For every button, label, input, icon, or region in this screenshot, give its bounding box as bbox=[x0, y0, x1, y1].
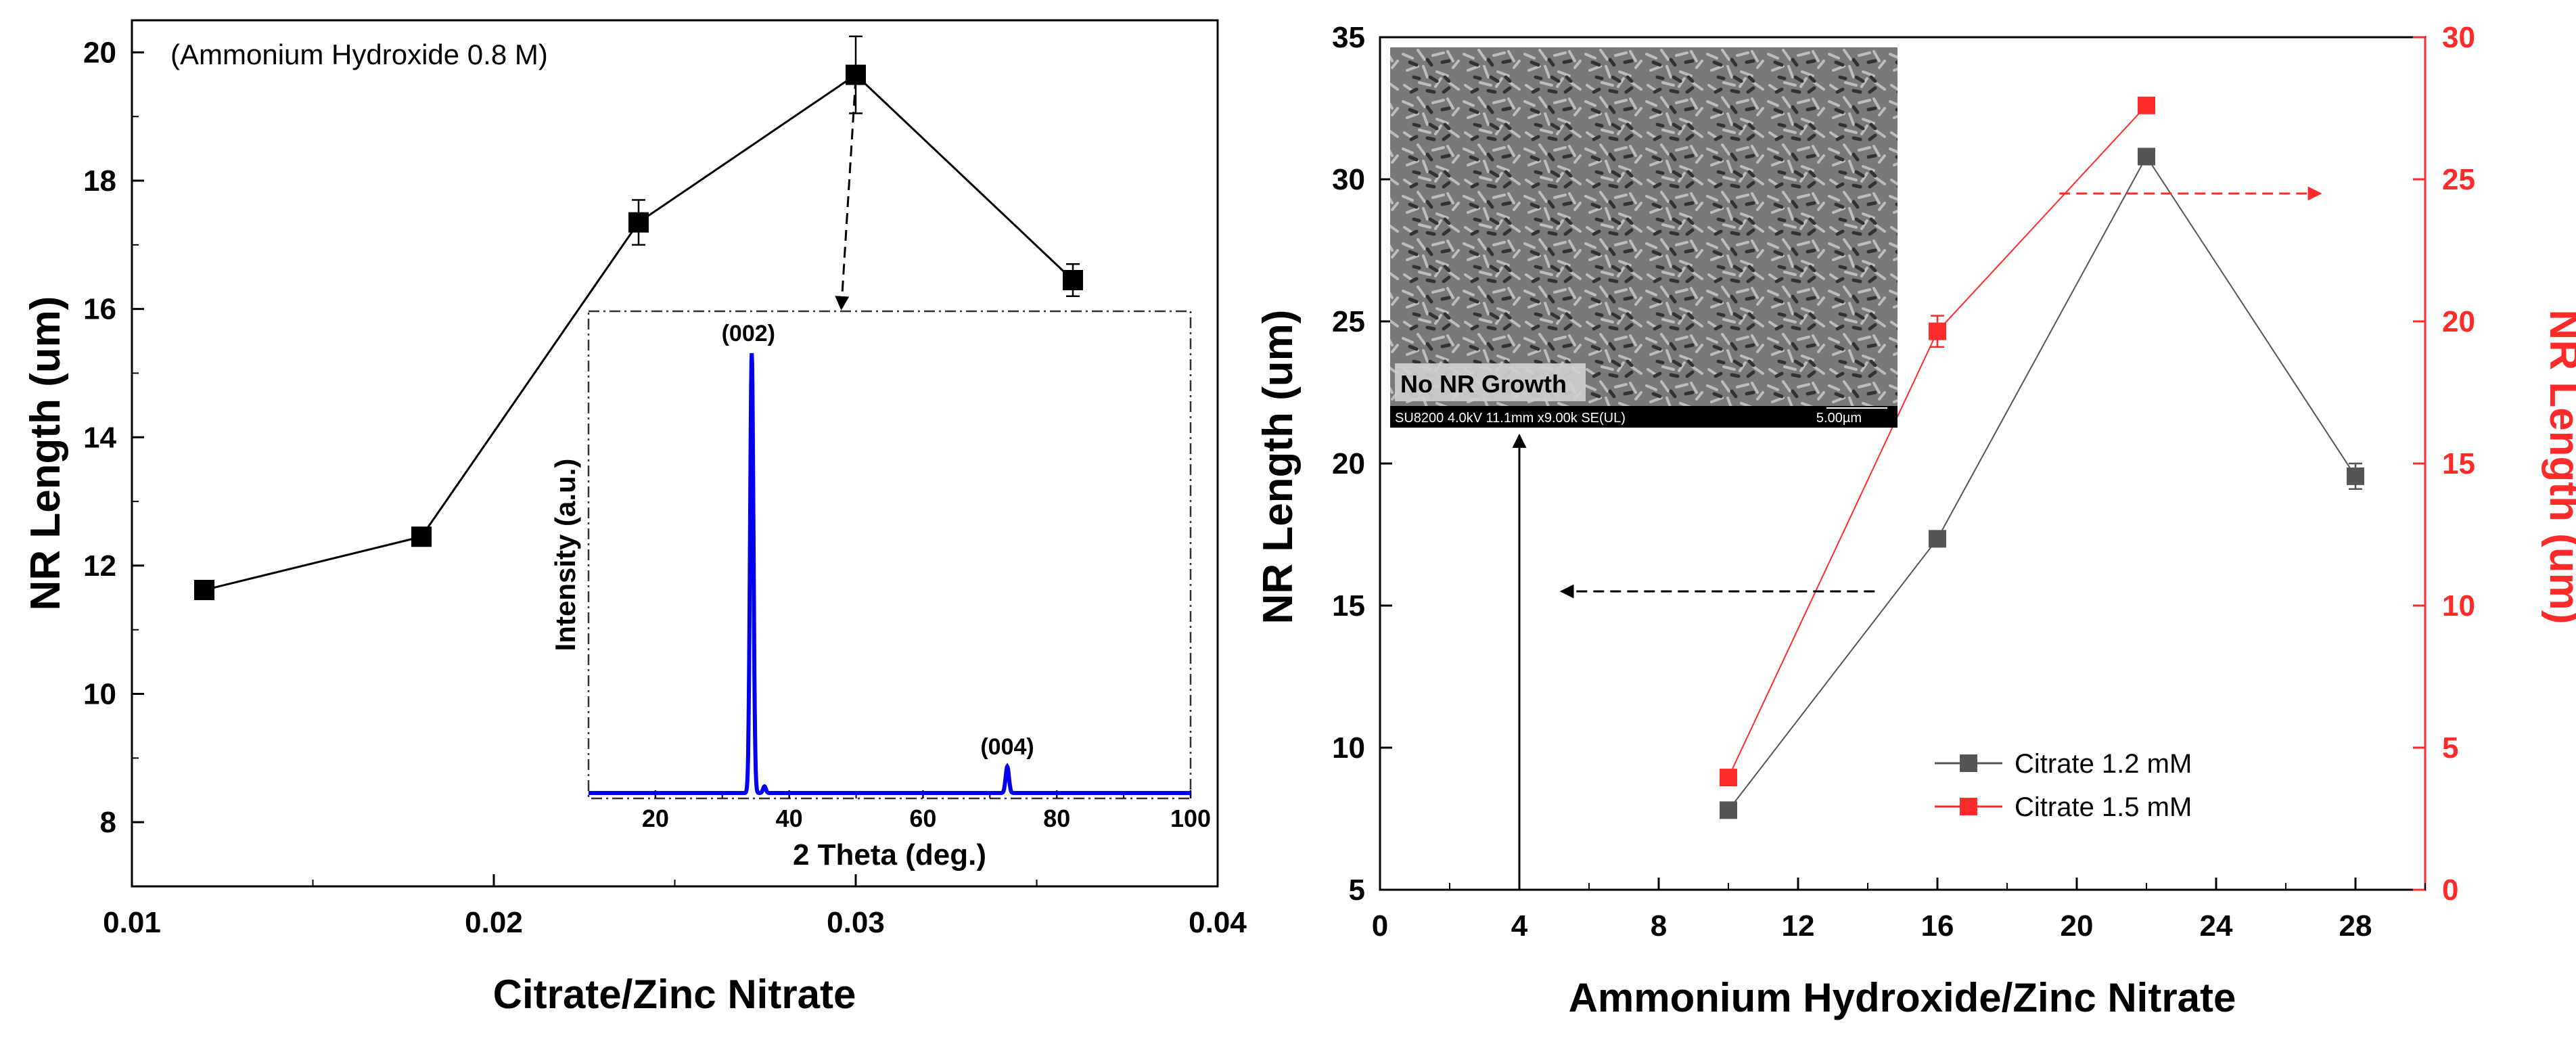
xrd-x-tick-label: 40 bbox=[776, 805, 803, 832]
right-x-tick-label: 16 bbox=[1921, 909, 1954, 943]
right-y2-tick-label: 20 bbox=[2442, 305, 2475, 338]
right-y-tick-label: 30 bbox=[1332, 163, 1365, 196]
xrd-x-tick-label: 60 bbox=[909, 805, 936, 832]
legend-label-citrate-1-5: Citrate 1.5 mM bbox=[2015, 792, 2192, 822]
right-data-point-1 bbox=[1929, 322, 1946, 340]
left-data-point bbox=[194, 579, 214, 600]
sem-label: No NR Growth bbox=[1400, 370, 1567, 398]
right-data-point-1 bbox=[2138, 96, 2155, 114]
left-data-point bbox=[1063, 270, 1083, 290]
right-y-axis-label: NR Length (um) bbox=[1255, 310, 1302, 625]
xrd-x-tick-label: 80 bbox=[1043, 805, 1070, 832]
xrd-peak-label: (004) bbox=[980, 734, 1034, 760]
xrd-x-tick-label: 100 bbox=[1170, 805, 1211, 832]
right-x-tick-label: 20 bbox=[2061, 909, 2094, 943]
left-y-tick-label: 20 bbox=[83, 36, 116, 69]
sem-label-box bbox=[1395, 363, 1586, 401]
right-y-ticks: 5 10 15 20 25 30 35 bbox=[1332, 21, 1392, 907]
left-y-tick-label: 14 bbox=[83, 421, 116, 454]
legend-item-citrate-1-2: Citrate 1.2 mM bbox=[1935, 749, 2192, 779]
left-dashed-arrow bbox=[835, 78, 857, 311]
xrd-inset-x-ticks: 20 40 60 80 100 bbox=[642, 790, 1211, 832]
right-y2-tick-label: 5 bbox=[2442, 731, 2458, 765]
legend-item-citrate-1-5: Citrate 1.5 mM bbox=[1935, 792, 2192, 822]
left-x-tick-label: 0.01 bbox=[103, 906, 161, 939]
xrd-inset-y-label: Intensity (a.u.) bbox=[549, 459, 581, 652]
xrd-inset: 20 40 60 80 100 (002)(004) Intensity (a.u.) … bbox=[549, 310, 1211, 871]
right-x-tick-label: 12 bbox=[1782, 909, 1815, 943]
right-y-tick-label: 10 bbox=[1332, 731, 1365, 765]
right-y2-tick-label: 15 bbox=[2442, 447, 2475, 480]
right-y-tick-label: 20 bbox=[1332, 447, 1365, 480]
right-data-point-0 bbox=[2138, 148, 2155, 166]
left-data-point bbox=[628, 212, 649, 233]
left-x-tick-label: 0.04 bbox=[1189, 906, 1247, 939]
left-x-ticks: 0.01 0.02 0.03 0.04 bbox=[103, 874, 1247, 939]
right-y2-ticks: 0 5 10 15 20 25 30 bbox=[2413, 21, 2475, 907]
right-x-tick-label: 28 bbox=[2339, 909, 2372, 943]
sem-scale: 5.00µm bbox=[1816, 411, 1862, 426]
right-data-point-0 bbox=[1929, 530, 1946, 548]
left-series bbox=[194, 35, 1083, 600]
xrd-inset-frame bbox=[587, 310, 1192, 800]
legend: Citrate 1.2 mM Citrate 1.5 mM bbox=[1935, 749, 2192, 822]
sem-inset: No NR Growth SU8200 4.0kV 11.1mm x9.00k … bbox=[1390, 47, 1898, 428]
right-x-tick-label: 4 bbox=[1511, 909, 1528, 943]
right-y2-tick-label: 0 bbox=[2442, 874, 2458, 907]
sem-caption: SU8200 4.0kV 11.1mm x9.00k SE(UL) bbox=[1395, 411, 1626, 426]
left-y-tick-label: 10 bbox=[83, 678, 116, 711]
right-x-tick-label: 24 bbox=[2200, 909, 2233, 943]
right-data-point-0 bbox=[2347, 467, 2364, 485]
right-series bbox=[1720, 96, 2364, 819]
left-y-tick-label: 12 bbox=[83, 549, 116, 583]
left-x-axis-label: Citrate/Zinc Nitrate bbox=[493, 972, 856, 1017]
right-data-point-1 bbox=[1720, 769, 1737, 787]
left-arrow-line bbox=[835, 78, 857, 311]
right-arrows bbox=[1512, 186, 2322, 890]
right-data-point-0 bbox=[1720, 801, 1737, 819]
xrd-pattern-line bbox=[589, 353, 1191, 795]
left-data-point bbox=[411, 526, 432, 547]
right-x-axis-label: Ammonium Hydroxide/Zinc Nitrate bbox=[1569, 975, 2236, 1020]
right-x-tick-label: 8 bbox=[1651, 909, 1667, 943]
right-y-tick-label: 25 bbox=[1332, 305, 1365, 338]
xrd-peak-labels: (002) (004) bbox=[722, 321, 1034, 760]
left-y-tick-label: 16 bbox=[83, 293, 116, 326]
xrd-x-tick-label: 20 bbox=[642, 805, 669, 832]
right-y2-tick-label: 30 bbox=[2442, 21, 2475, 54]
left-y-tick-label: 8 bbox=[100, 806, 116, 839]
legend-label-citrate-1-2: Citrate 1.2 mM bbox=[2015, 749, 2192, 779]
right-x-ticks: 0 4 8 12 16 20 24 28 bbox=[1372, 878, 2426, 943]
left-panel: 8 10 12 14 16 18 20 0.01 0.02 0.03 0.04 (Ammonium… bbox=[22, 19, 1247, 1017]
xrd-inset-x-label: 2 Theta (deg.) bbox=[793, 838, 986, 871]
left-x-tick-label: 0.03 bbox=[827, 906, 885, 939]
left-annotation: (Ammonium Hydroxide 0.8 M) bbox=[170, 39, 548, 70]
left-y-tick-label: 18 bbox=[83, 164, 116, 198]
right-y-tick-label: 35 bbox=[1332, 21, 1365, 54]
xrd-peak-label: (002) bbox=[722, 321, 775, 346]
left-y-axis-label: NR Length (um) bbox=[22, 296, 69, 611]
right-y2-tick-label: 10 bbox=[2442, 589, 2475, 622]
sem-caption-bar bbox=[1390, 406, 1898, 428]
right-y-tick-label: 15 bbox=[1332, 589, 1365, 622]
sem-image bbox=[1390, 47, 1898, 406]
right-x-tick-label: 0 bbox=[1372, 909, 1388, 943]
right-y2-tick-label: 25 bbox=[2442, 163, 2475, 196]
right-y-tick-label: 5 bbox=[1349, 874, 1365, 907]
left-y-ticks: 8 10 12 14 16 18 20 bbox=[83, 36, 144, 839]
sem-image-shade bbox=[1390, 47, 1898, 406]
right-y2-axis-label: NR Length (um) bbox=[2541, 310, 2576, 625]
left-x-tick-label: 0.02 bbox=[465, 906, 523, 939]
right-series-line-0 bbox=[1728, 155, 2356, 811]
